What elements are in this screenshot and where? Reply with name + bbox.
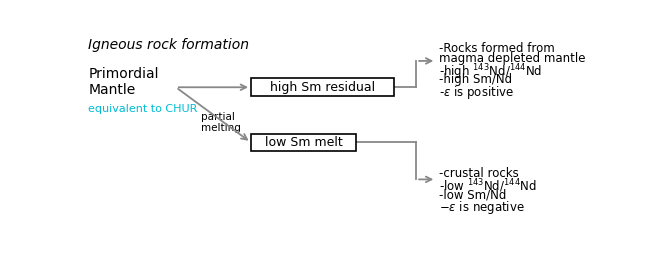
- Text: partial
melting: partial melting: [201, 112, 241, 134]
- Text: magma depleted mantle: magma depleted mantle: [439, 52, 585, 65]
- Text: -crustal rocks: -crustal rocks: [439, 167, 519, 180]
- Text: $-\varepsilon$ is negative: $-\varepsilon$ is negative: [439, 199, 525, 216]
- Text: equivalent to CHUR: equivalent to CHUR: [89, 104, 198, 114]
- Text: Primordial
Mantle: Primordial Mantle: [89, 67, 159, 97]
- Text: -low Sm/Nd: -low Sm/Nd: [439, 188, 506, 201]
- Text: -high $^{143}$Nd/$^{144}$Nd: -high $^{143}$Nd/$^{144}$Nd: [439, 63, 542, 82]
- Text: high Sm residual: high Sm residual: [270, 81, 375, 94]
- Text: -$\varepsilon$ is positive: -$\varepsilon$ is positive: [439, 84, 514, 101]
- Text: low Sm melt: low Sm melt: [265, 136, 342, 149]
- Text: -high Sm/Nd: -high Sm/Nd: [439, 73, 512, 86]
- Text: -Rocks formed from: -Rocks formed from: [439, 42, 554, 55]
- Text: Igneous rock formation: Igneous rock formation: [89, 38, 249, 52]
- Text: -low $^{143}$Nd/$^{144}$Nd: -low $^{143}$Nd/$^{144}$Nd: [439, 178, 536, 195]
- FancyBboxPatch shape: [251, 134, 356, 151]
- FancyBboxPatch shape: [251, 78, 393, 96]
